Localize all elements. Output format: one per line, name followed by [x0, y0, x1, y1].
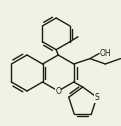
Text: O: O: [55, 87, 61, 96]
Text: OH: OH: [100, 49, 112, 58]
Text: S: S: [94, 93, 99, 102]
